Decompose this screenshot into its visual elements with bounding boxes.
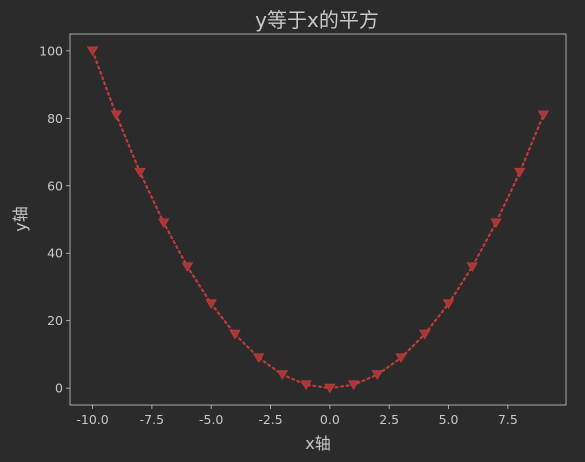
data-point-marker: [229, 329, 241, 340]
data-point-marker: [110, 110, 122, 121]
y-axis-label: y轴: [11, 206, 30, 231]
x-tick-label: -10.0: [76, 412, 108, 427]
y-tick-label: 0: [55, 381, 63, 396]
data-point-marker: [537, 110, 550, 121]
y-tick-label: 40: [47, 246, 63, 261]
x-tick-label: 2.5: [379, 412, 399, 427]
x-tick-label: 7.5: [498, 412, 518, 427]
chart-title: y等于x的平方: [255, 8, 379, 32]
data-point-marker: [466, 262, 478, 273]
data-point-marker: [490, 218, 502, 229]
series-markers: [86, 46, 550, 394]
data-point-marker: [276, 370, 289, 380]
data-point-marker: [324, 383, 336, 394]
data-point-marker: [252, 353, 265, 364]
data-point-marker: [300, 380, 312, 391]
y-tick-label: 60: [47, 178, 63, 193]
y-axis-ticks: 0 20 40 60 80 100: [39, 43, 70, 396]
series-line: [91, 49, 545, 390]
x-tick-label: -7.5: [140, 412, 164, 427]
x-tick-label: -5.0: [199, 412, 223, 427]
data-point-marker: [371, 370, 384, 380]
data-point-marker: [442, 299, 455, 310]
data-point-marker: [395, 353, 407, 364]
data-point-marker: [347, 380, 360, 391]
data-point-marker: [514, 167, 526, 178]
y-tick-label: 100: [39, 43, 63, 58]
x-axis-ticks: -10.0 -7.5 -5.0 -2.5 0.0 2.5 5.0 7.5: [76, 405, 518, 427]
x-tick-label: 5.0: [439, 412, 459, 427]
data-point-marker: [86, 46, 99, 57]
x-tick-label: -2.5: [258, 412, 282, 427]
x-axis-label: x轴: [305, 434, 330, 453]
y-tick-label: 80: [47, 111, 63, 126]
data-point-marker: [158, 218, 170, 229]
plot-area-frame: [69, 33, 567, 406]
data-point-marker: [181, 262, 194, 273]
data-point-marker: [134, 167, 146, 178]
y-tick-label: 20: [47, 313, 63, 328]
data-point-marker: [419, 329, 431, 340]
x-tick-label: 0.0: [320, 412, 340, 427]
data-point-marker: [205, 299, 217, 310]
